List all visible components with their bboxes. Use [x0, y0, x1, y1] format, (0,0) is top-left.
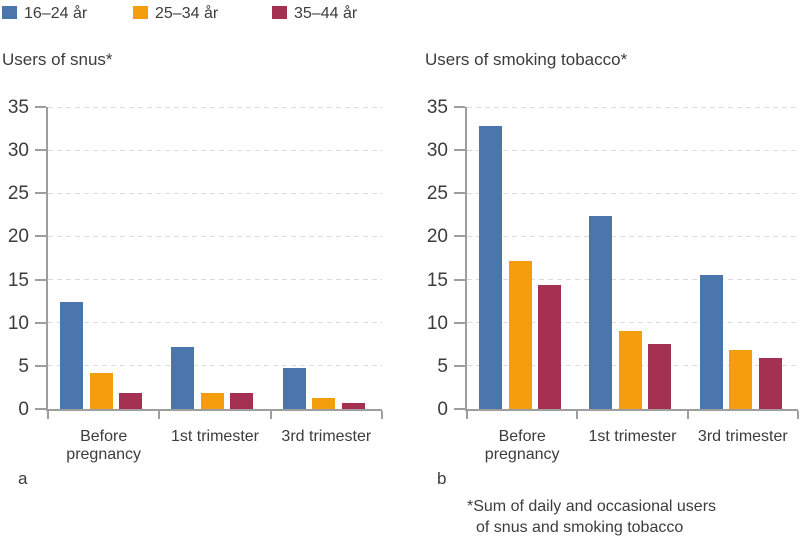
legend-swatch-icon	[2, 6, 17, 19]
x-category-label: Before pregnancy	[484, 428, 560, 463]
x-axis-tick-2	[686, 411, 689, 419]
y-axis-label-35: 35	[426, 97, 448, 118]
bar-a-3rd-trimester-25–34-år	[312, 397, 336, 409]
y-axis-label-35: 35	[7, 97, 29, 118]
gridline-25	[467, 192, 798, 194]
panel-letter-a: a	[18, 469, 28, 488]
x-category-label: 3rd trimester	[281, 428, 372, 445]
y-axis-tick-0	[35, 408, 46, 410]
gridline-35	[48, 106, 382, 108]
y-axis-tick-20	[35, 235, 46, 238]
y-axis-label-10: 10	[7, 312, 29, 334]
bar-a-3rd-trimester-35–44-år	[341, 402, 365, 409]
bar-a-3rd-trimester-16–24-år	[282, 368, 306, 409]
y-axis-tick-20	[454, 235, 465, 238]
legend-label: 25–34 år	[155, 5, 219, 22]
x-axis-tick-1	[576, 411, 579, 419]
footnote: *Sum of daily and occasional users of sn…	[467, 496, 716, 538]
bar-b-before-pregnancy-35–44-år	[538, 284, 561, 409]
y-axis-label-0: 0	[437, 399, 448, 420]
bar-a-1st-trimester-25–34-år	[200, 392, 224, 409]
y-axis-tick-35	[454, 106, 465, 108]
bar-b-1st-trimester-35–44-år	[648, 344, 672, 409]
gridline-20	[48, 235, 382, 237]
x-category-label: 1st trimester	[170, 428, 259, 445]
bar-a-1st-trimester-35–44-år	[230, 393, 254, 409]
y-axis-tick-15	[454, 278, 465, 281]
bar-a-before-pregnancy-25–34-år	[89, 372, 113, 409]
gridline-15	[467, 279, 798, 281]
x-axis-tick-1	[158, 411, 161, 419]
footnote-line-1: *Sum of daily and occasional users	[467, 498, 717, 515]
y-axis-tick-10	[454, 321, 465, 324]
gridline-25	[48, 192, 382, 194]
y-axis-label-25: 25	[426, 183, 448, 205]
y-axis-tick-0	[454, 408, 465, 410]
bar-b-before-pregnancy-25–34-år	[508, 260, 532, 409]
x-axis-line	[46, 409, 382, 411]
y-axis-label-25: 25	[7, 183, 29, 205]
y-axis-tick-35	[35, 106, 46, 108]
y-axis-label-20: 20	[7, 226, 29, 248]
y-axis-label-15: 15	[426, 269, 448, 291]
legend-label: 35–44 år	[294, 5, 358, 22]
y-axis-label-10: 10	[426, 312, 448, 334]
x-axis-tick-3	[797, 411, 799, 419]
legend: 16–24 år 25–34 år 35–44 år	[0, 0, 800, 26]
y-axis-label-20: 20	[426, 226, 448, 248]
y-axis-label-30: 30	[426, 140, 448, 162]
x-category-label: 1st trimester	[588, 428, 677, 445]
y-axis-tick-10	[35, 321, 46, 324]
x-category-label: 3rd trimester	[697, 428, 788, 445]
y-axis-label-5: 5	[437, 355, 448, 377]
legend-swatch-icon	[272, 6, 287, 19]
gridline-5	[48, 365, 382, 367]
y-axis-label-5: 5	[18, 355, 29, 377]
y-axis-label-15: 15	[7, 269, 29, 291]
x-category-label: Before pregnancy	[66, 428, 142, 463]
gridline-20	[467, 235, 798, 237]
bar-b-3rd-trimester-35–44-år	[758, 358, 782, 409]
bar-b-before-pregnancy-16–24-år	[479, 125, 502, 409]
gridline-30	[467, 149, 798, 151]
gridline-10	[48, 322, 382, 324]
legend-label: 16–24 år	[24, 5, 88, 22]
y-axis-tick-5	[35, 364, 46, 367]
gridline-30	[48, 149, 382, 151]
x-axis-tick-0	[47, 411, 49, 419]
bar-a-before-pregnancy-16–24-år	[60, 302, 83, 409]
panel-letter-b: b	[437, 469, 447, 488]
y-axis-tick-15	[35, 278, 46, 281]
y-axis-tick-25	[35, 192, 46, 195]
x-axis-tick-2	[269, 411, 272, 419]
gridline-10	[467, 322, 798, 324]
bar-b-1st-trimester-25–34-år	[618, 331, 642, 409]
bar-b-3rd-trimester-25–34-år	[729, 350, 753, 409]
bar-b-1st-trimester-16–24-år	[589, 215, 613, 409]
bar-b-3rd-trimester-16–24-år	[699, 275, 723, 409]
y-axis-tick-25	[454, 192, 465, 195]
legend-swatch-icon	[133, 6, 148, 19]
bar-a-before-pregnancy-35–44-år	[119, 392, 142, 409]
gridline-35	[467, 106, 798, 108]
chart-b-title: Users of smoking tobacco*	[425, 50, 628, 69]
x-axis-tick-3	[381, 411, 383, 419]
y-axis-label-30: 30	[7, 140, 29, 162]
bar-a-1st-trimester-16–24-år	[171, 346, 195, 409]
y-axis-tick-30	[454, 149, 465, 152]
chart-a-title: Users of snus*	[2, 50, 113, 69]
x-axis-line	[465, 409, 798, 411]
gridline-15	[48, 279, 382, 281]
y-axis-line	[46, 107, 48, 411]
chart-a-plot: 0 5 10 15 20 25 30 35 Before pregnancy 1st trimes…	[8, 98, 383, 463]
chart-b-plot: 0 5 10 15 20 25 30 35 Before pregnancy 1st trimes…	[427, 98, 799, 463]
footnote-line-2: of snus and smoking tobacco	[476, 519, 684, 536]
y-axis-label-0: 0	[18, 399, 29, 420]
x-axis-tick-0	[466, 411, 468, 419]
y-axis-tick-30	[35, 149, 46, 152]
y-axis-tick-5	[454, 364, 465, 367]
y-axis-line	[465, 107, 467, 411]
